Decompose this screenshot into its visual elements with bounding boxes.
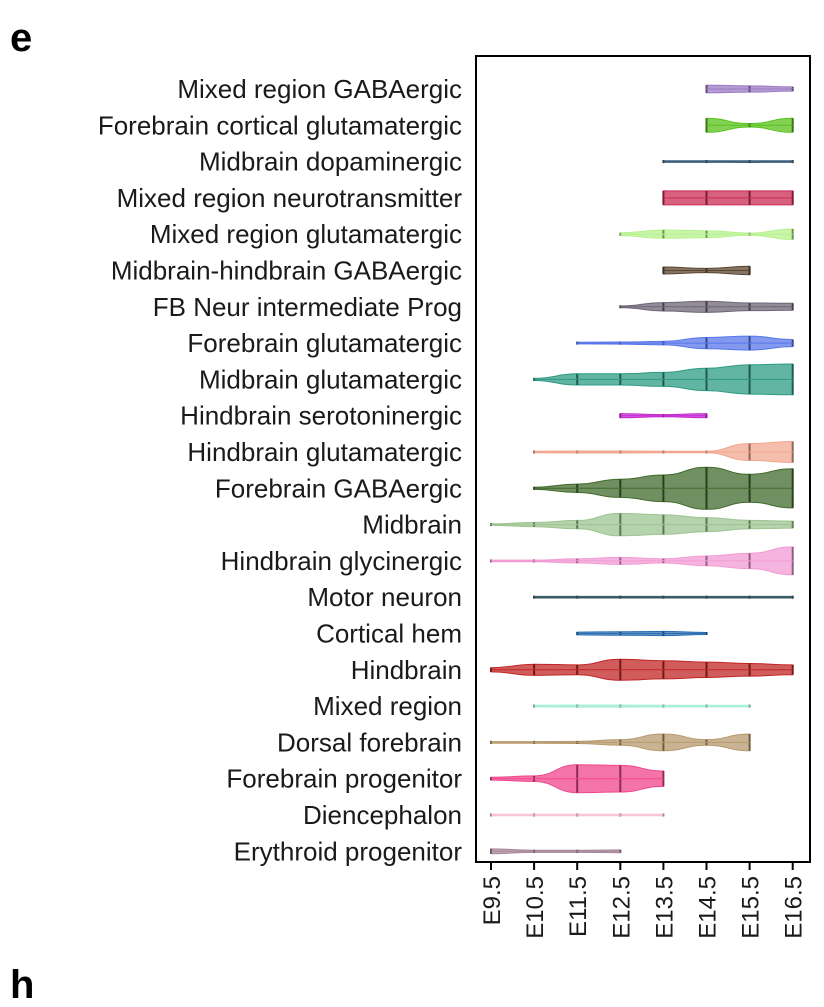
violin-hindbrain-glycinergic [490,546,794,576]
violin-hindbrain-serotoninergic [619,413,708,419]
violin-midbrain [490,512,794,537]
x-tick-label: E11.5 [565,876,592,937]
x-tick-label: E14.5 [695,876,722,939]
row-label: FB Neur intermediate Prog [153,292,462,322]
violin-motor-neuron [533,595,794,599]
violin-hindbrain [490,658,794,681]
row-label: Hindbrain [351,655,462,685]
violin-midbrain-glutamatergic [533,363,794,396]
violin-fb-neur-intermediate-prog [619,300,794,313]
next-panel-label: h [10,963,35,1007]
row-label: Mixed region [313,691,462,721]
row-label: Diencephalon [303,800,462,830]
x-axis-ticks: E9.5 E10.5 E11.5 E12.5 E13.5 E14.5 E15.5 E16.5 [479,862,808,939]
violin-mixed-region-neurotransmitter [662,190,794,206]
x-tick-label: E12.5 [608,876,635,939]
y-axis-labels: Mixed region GABAergic Forebrain cortical… [98,74,462,866]
row-label: Dorsal forebrain [277,727,462,757]
violin-erythroid-progenitor [490,848,622,855]
panel-label: e [10,16,33,60]
violin-midbrain-dopaminergic [662,160,794,164]
x-tick-label: E13.5 [651,876,678,939]
row-label: Hindbrain serotoninergic [180,401,462,431]
violin-forebrain-progenitor [490,764,665,794]
row-label: Mixed region neurotransmitter [117,183,463,213]
row-label: Midbrain-hindbrain GABAergic [111,256,462,286]
row-label: Midbrain glutamatergic [199,364,462,394]
row-label: Mixed region GABAergic [177,74,462,104]
x-tick-label: E9.5 [479,876,506,925]
violin-forebrain-gabaergic [533,466,794,510]
row-label: Hindbrain glutamatergic [187,437,462,467]
violin-forebrain-cortical-glutamatergic [705,117,794,133]
row-label: Midbrain [362,510,462,540]
violin-dorsal-forebrain [490,733,751,752]
plot-frame [475,55,811,863]
violin-midbrain-hindbrain-gabaergic [662,265,751,276]
row-label: Forebrain GABAergic [215,473,462,503]
violin-mixed-region-glutamatergic [619,228,794,240]
row-label: Midbrain dopaminergic [199,147,462,177]
x-tick-label: E16.5 [781,876,808,939]
violin-hindbrain-glutamatergic [533,440,794,464]
violin-diencephalon [490,813,665,817]
row-label: Forebrain cortical glutamatergic [98,110,462,140]
row-label: Mixed region glutamatergic [150,219,462,249]
row-label: Cortical hem [316,619,462,649]
violin-mixed-region-gabaergic [705,84,794,94]
row-label: Motor neuron [307,582,462,612]
x-tick-label: E15.5 [738,876,765,939]
row-label: Erythroid progenitor [234,836,463,866]
row-label: Forebrain glutamatergic [187,328,462,358]
violin-chart: Mixed region GABAergic Forebrain cortical… [98,55,811,939]
violin-forebrain-glutamatergic [576,335,794,351]
row-label: Forebrain progenitor [226,764,462,794]
x-tick-label: E10.5 [522,876,549,939]
row-label: Hindbrain glycinergic [221,546,462,576]
violin-series-group [490,84,794,855]
violin-mixed-region [533,704,751,708]
violin-cortical-hem [576,630,708,637]
